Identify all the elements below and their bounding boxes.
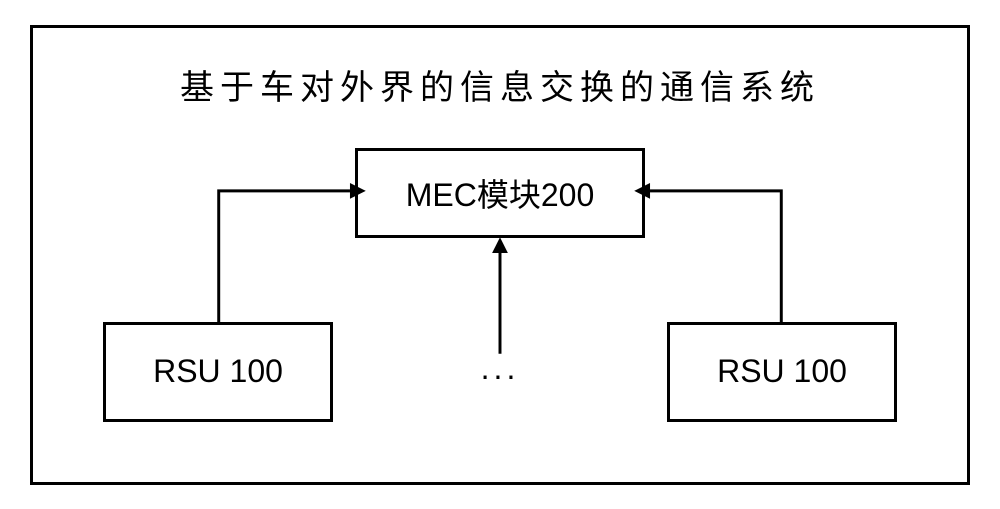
edge-rsu-left-to-mec [219, 190, 350, 323]
rsu-right-node: RSU 100 [667, 322, 897, 422]
rsu-left-label: RSU 100 [153, 353, 283, 390]
mec-module-node: MEC模块200 [355, 148, 645, 238]
mec-module-label: MEC模块200 [406, 170, 595, 216]
rsu-left-node: RSU 100 [103, 322, 333, 422]
system-frame: 基于车对外界的信息交换的通信系统 MEC模块200 RSU 100 RSU 10… [30, 25, 970, 485]
ellipsis-label: ... [481, 350, 520, 387]
diagram-title: 基于车对外界的信息交换的通信系统 [33, 60, 967, 109]
arrowhead-center-edge [492, 237, 508, 253]
rsu-right-label: RSU 100 [717, 353, 847, 390]
edge-rsu-right-to-mec [650, 190, 781, 323]
